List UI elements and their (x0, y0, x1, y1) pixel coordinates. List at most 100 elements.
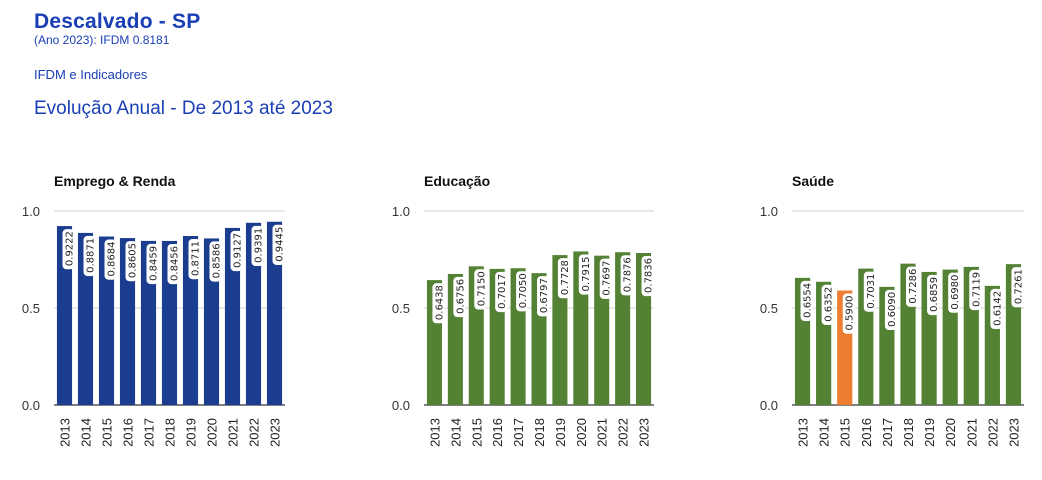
data-label-box (125, 241, 138, 282)
data-label: 0.7876 (620, 255, 634, 296)
x-tick-label: 2017 (142, 418, 157, 447)
data-label: 0.8459 (146, 243, 160, 285)
data-label-text: 0.7836 (644, 258, 655, 293)
data-label-box (474, 269, 487, 310)
header: Descalvado - SP (Ano 2023): IFDM 0.8181 (34, 10, 200, 47)
data-label-text: 0.8586 (212, 243, 223, 278)
chart-panel-2: Educação 0.0 0.5 1.0 0.6438 2013 0.6756 2014 0.7… (392, 173, 655, 447)
data-label: 0.6352 (821, 284, 835, 325)
data-label-text: 0.9391 (254, 228, 265, 263)
x-tick-label: 2015 (100, 418, 115, 447)
data-label-text: 0.6142 (992, 291, 1003, 326)
data-label: 0.8586 (209, 241, 223, 282)
data-label-box (432, 283, 445, 324)
data-label: 0.8684 (104, 239, 118, 280)
x-tick-label: 2023 (268, 418, 283, 447)
data-label: 0.8605 (125, 241, 139, 282)
x-tick-label: 2021 (595, 418, 610, 447)
data-label-box (230, 230, 243, 272)
data-label-box (842, 293, 855, 334)
y-tick-label: 0.0 (22, 398, 40, 413)
x-tick-label: 2013 (796, 418, 811, 447)
x-tick-label: 2013 (427, 418, 442, 447)
data-label: 0.9391 (251, 225, 265, 267)
data-label-box (599, 258, 612, 299)
data-label-box (800, 280, 813, 322)
data-label-text: 0.9222 (65, 231, 76, 266)
data-label-box (1011, 267, 1024, 308)
y-tick-label: 1.0 (760, 204, 778, 219)
data-label-text: 0.8459 (149, 246, 160, 281)
data-label-box (104, 239, 117, 280)
data-label-text: 0.7119 (971, 272, 982, 307)
data-label: 0.7050 (516, 271, 529, 312)
data-label-box (821, 284, 834, 325)
data-label: 0.7697 (599, 258, 613, 299)
data-label: 0.6797 (537, 276, 550, 317)
data-label-box (578, 254, 591, 295)
x-tick-label: 2016 (859, 418, 874, 447)
data-label-box (146, 243, 159, 285)
y-tick-label: 0.0 (392, 398, 410, 413)
data-label: 0.7286 (906, 266, 919, 307)
x-tick-label: 2019 (922, 418, 937, 447)
data-label-box (516, 271, 529, 312)
data-label-text: 0.9127 (233, 233, 244, 268)
x-tick-label: 2019 (553, 418, 568, 447)
data-label-box (537, 276, 549, 317)
bar[interactable] (245, 222, 262, 405)
data-label: 0.7836 (641, 255, 655, 297)
data-label-box (927, 274, 940, 316)
section-title: Evolução Anual - De 2013 até 2023 (34, 98, 333, 119)
data-label: 0.8871 (83, 235, 97, 277)
data-label-text: 0.6797 (539, 278, 550, 313)
data-label: 0.8456 (167, 243, 181, 285)
data-label: 0.7150 (474, 269, 487, 310)
x-tick-label: 2016 (490, 418, 505, 447)
indicators-link[interactable]: IFDM e Indicadores (34, 67, 148, 82)
data-label-text: 0.7017 (497, 274, 508, 309)
x-tick-label: 2018 (532, 418, 547, 447)
data-label-box (641, 255, 654, 297)
data-label-box (969, 269, 982, 311)
bar[interactable] (56, 226, 73, 405)
data-label-box (272, 224, 285, 265)
data-label-text: 0.7031 (866, 274, 877, 309)
data-label-box (453, 276, 466, 318)
x-tick-label: 2023 (1006, 418, 1021, 447)
data-label-text: 0.6859 (929, 277, 940, 312)
data-label: 0.8711 (188, 239, 202, 280)
x-tick-label: 2018 (901, 418, 916, 447)
data-label-box (209, 241, 222, 282)
data-label: 0.6090 (884, 289, 898, 331)
data-label-text: 0.7150 (476, 271, 487, 306)
data-label-text: 0.5900 (845, 296, 856, 331)
data-label: 0.7119 (969, 269, 982, 311)
data-label: 0.7261 (1011, 267, 1024, 308)
y-tick-label: 0.0 (760, 398, 778, 413)
data-label-box (863, 271, 876, 312)
data-label-text: 0.6980 (950, 275, 961, 310)
data-label-text: 0.7050 (518, 273, 529, 308)
page-subtitle: (Ano 2023): IFDM 0.8181 (34, 33, 170, 47)
bar[interactable] (224, 227, 241, 405)
data-label-text: 0.9445 (275, 227, 286, 262)
y-tick-label: 0.5 (392, 301, 410, 316)
x-tick-label: 2019 (184, 418, 199, 447)
data-label-text: 0.6438 (434, 285, 445, 320)
bar[interactable] (266, 221, 283, 405)
x-tick-label: 2020 (574, 418, 589, 447)
x-tick-label: 2022 (616, 418, 631, 447)
y-tick-label: 1.0 (22, 204, 40, 219)
x-tick-label: 2022 (985, 418, 1000, 447)
chart-title: Educação (424, 173, 490, 189)
chart-panel-1: Emprego & Renda 0.0 0.5 1.0 0.9222 2013 0.8871… (22, 173, 286, 447)
data-label-box (884, 289, 897, 331)
data-label-box (188, 239, 201, 280)
x-tick-label: 2014 (79, 418, 94, 447)
data-label-box (620, 255, 633, 296)
chart-panel-3: Saúde 0.0 0.5 1.0 0.6554 2013 0.6352 2014 0.5900… (760, 173, 1025, 447)
data-label: 0.7728 (557, 258, 571, 299)
data-label-text: 0.8456 (170, 246, 181, 281)
